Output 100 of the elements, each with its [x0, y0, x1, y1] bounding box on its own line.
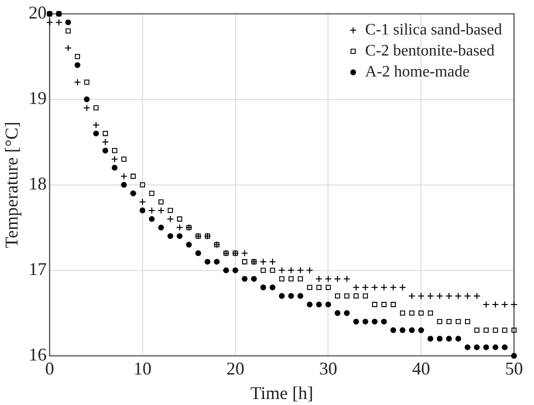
- point: [381, 302, 387, 308]
- point: [511, 328, 517, 333]
- point: [362, 293, 368, 299]
- y-tick-label: 20: [28, 2, 47, 23]
- point: [92, 121, 100, 128]
- point: [158, 206, 165, 214]
- point: [511, 352, 517, 359]
- point: [66, 28, 71, 34]
- point: [482, 301, 490, 308]
- point: [168, 208, 173, 214]
- point: [418, 292, 425, 300]
- point: [140, 182, 146, 188]
- point: [418, 310, 424, 316]
- point: [121, 182, 127, 188]
- point: [446, 319, 452, 324]
- point: [315, 275, 322, 282]
- point: [297, 293, 304, 299]
- point: [484, 328, 489, 333]
- point: [390, 284, 397, 291]
- point: [446, 336, 452, 342]
- x-tick-label: 40: [412, 358, 430, 378]
- point: [307, 284, 312, 290]
- point: [492, 328, 498, 333]
- point: [120, 172, 128, 180]
- x-tick-label: 0: [45, 358, 54, 378]
- point: [112, 164, 118, 171]
- point: [112, 148, 118, 154]
- point: [380, 284, 388, 291]
- point: [334, 310, 340, 316]
- point: [344, 310, 350, 316]
- point: [324, 275, 332, 282]
- point: [83, 104, 90, 112]
- point: [428, 336, 434, 342]
- point: [102, 148, 108, 154]
- point: [464, 344, 470, 350]
- legend-label: A-2 home-made: [365, 64, 470, 81]
- point: [148, 206, 156, 214]
- point: [456, 319, 461, 324]
- point: [204, 258, 210, 265]
- point: [473, 292, 480, 300]
- point: [177, 216, 182, 222]
- point: [362, 284, 369, 291]
- point: [344, 293, 350, 299]
- point: [232, 267, 238, 274]
- y-tick-label: 19: [28, 88, 47, 108]
- point: [343, 275, 350, 282]
- point: [93, 130, 99, 136]
- point: [390, 302, 396, 308]
- point: [354, 293, 359, 299]
- point: [353, 318, 360, 324]
- point: [214, 258, 220, 265]
- point: [436, 336, 443, 342]
- x-tick-label: 10: [133, 358, 152, 378]
- y-axis-title: Temperature [°C]: [2, 122, 22, 248]
- point: [483, 344, 490, 350]
- point: [270, 268, 276, 273]
- point: [269, 258, 276, 266]
- point: [288, 266, 295, 274]
- point: [400, 327, 406, 334]
- point: [186, 242, 192, 248]
- x-tick-label: 50: [505, 358, 523, 378]
- y-tick-label: 18: [28, 174, 47, 194]
- legend-label: C-2 bentonite-based: [365, 42, 494, 60]
- point: [501, 301, 508, 308]
- point: [149, 190, 154, 196]
- point: [74, 78, 81, 86]
- point: [510, 301, 518, 308]
- point: [445, 292, 452, 300]
- x-axis-title: Time [h]: [250, 382, 314, 403]
- point: [158, 199, 164, 204]
- point: [334, 275, 342, 282]
- point: [426, 292, 434, 300]
- point: [455, 336, 462, 342]
- point: [111, 156, 118, 163]
- point: [502, 344, 508, 350]
- point: [167, 233, 174, 239]
- point: [148, 216, 155, 222]
- point: [372, 302, 378, 308]
- point: [408, 327, 415, 334]
- point: [46, 18, 54, 26]
- point: [325, 302, 332, 308]
- point: [251, 276, 257, 282]
- point: [130, 174, 136, 179]
- point: [55, 18, 62, 26]
- point: [464, 319, 470, 324]
- point: [316, 284, 322, 290]
- point: [260, 268, 266, 273]
- point: [195, 250, 202, 256]
- point: [166, 216, 174, 222]
- point: [326, 284, 331, 290]
- point: [65, 19, 72, 26]
- point: [74, 54, 80, 60]
- point: [399, 284, 406, 291]
- point: [241, 250, 248, 257]
- point: [362, 318, 368, 324]
- point: [372, 318, 378, 324]
- point: [492, 344, 498, 350]
- point: [296, 266, 304, 274]
- point: [381, 318, 387, 324]
- point: [242, 276, 248, 282]
